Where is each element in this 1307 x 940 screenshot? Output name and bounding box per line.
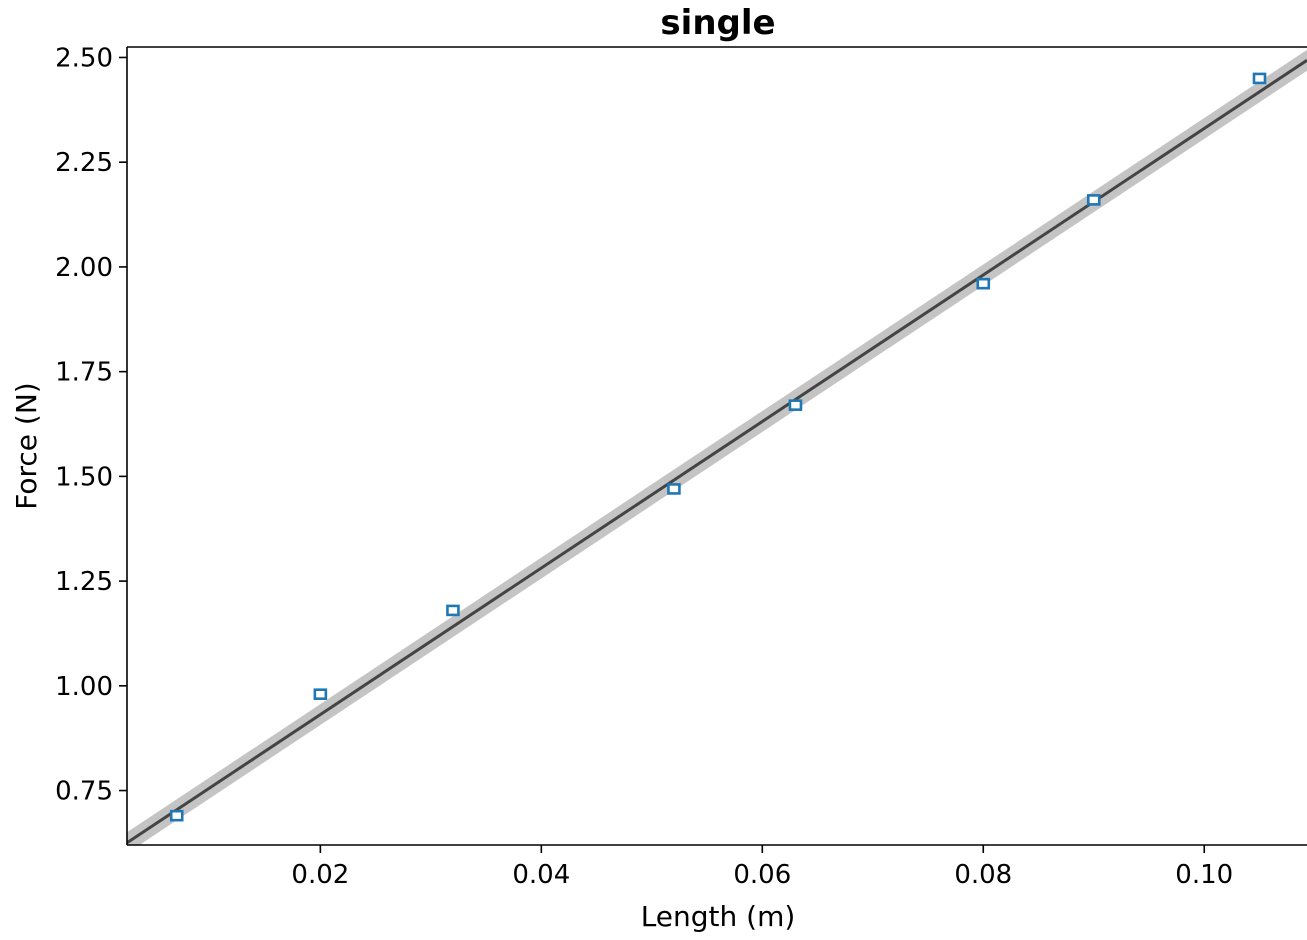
- data-point: [169, 809, 184, 822]
- x-tick-label: 0.06: [733, 860, 791, 890]
- y-tick-label: 1.50: [55, 462, 113, 492]
- y-tick-label: 1.00: [55, 672, 113, 702]
- y-axis-label: Force (N): [10, 382, 43, 509]
- x-axis-label: Length (m): [641, 900, 796, 933]
- x-tick-label: 0.04: [512, 860, 570, 890]
- fit-line: [127, 59, 1307, 845]
- y-tick-label: 0.75: [55, 777, 113, 807]
- data-point: [788, 399, 803, 411]
- x-tick-label: 0.10: [1175, 860, 1233, 890]
- y-tick-label: 1.75: [55, 358, 113, 388]
- y-tick-label: 1.25: [55, 567, 113, 597]
- axes: 0.75 1.00 1.25 1.50 1.75 2.00 2.25 2.50 0.02 0.04…: [55, 43, 1307, 890]
- y-tick-label: 2.00: [55, 253, 113, 283]
- x-tick-label: 0.02: [291, 860, 349, 890]
- data-point: [1252, 72, 1267, 85]
- plot-area: [127, 49, 1307, 845]
- data-point: [667, 483, 681, 495]
- data-point: [313, 688, 328, 700]
- chart-title: single: [660, 3, 775, 43]
- data-point: [976, 277, 991, 290]
- data-point: [446, 604, 460, 617]
- data-point: [1086, 194, 1101, 206]
- x-tick-label: 0.08: [954, 860, 1012, 890]
- y-tick-label: 2.25: [55, 148, 113, 178]
- y-tick-label: 2.50: [55, 43, 113, 73]
